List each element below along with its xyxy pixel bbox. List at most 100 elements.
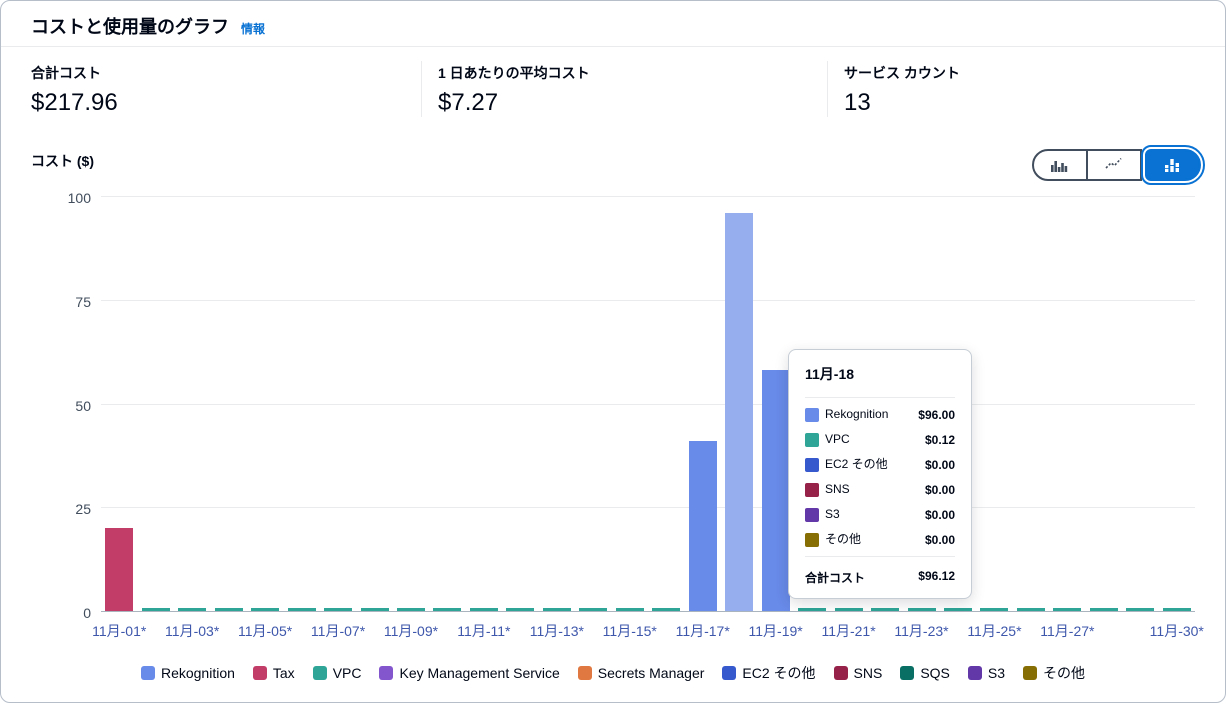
tooltip-divider <box>805 556 955 557</box>
baseline-bar-vpc <box>469 608 498 611</box>
x-axis-tick-label: 11月-07* <box>310 623 366 639</box>
baseline-bar-vpc <box>396 608 425 611</box>
stat-value: $7.27 <box>438 89 499 116</box>
tooltip-series-label: その他 <box>825 532 862 546</box>
legend-color-chip <box>722 666 737 680</box>
baseline-bar-vpc <box>615 608 644 611</box>
tooltip-series-label: Rekognition <box>825 407 889 421</box>
legend-item[interactable]: VPC <box>312 663 362 683</box>
baseline-bar-vpc <box>360 608 389 611</box>
x-axis-tick-label: 11月-13* <box>529 623 584 639</box>
series-color-chip <box>805 483 819 497</box>
chart-tooltip: 11月-18 Rekognition $96.00 VPC $0.12 EC2 その他 $… <box>788 349 972 599</box>
legend-item[interactable]: その他 <box>1023 663 1085 683</box>
grouped-bar-chart-button[interactable] <box>1032 149 1088 181</box>
stat-service-count: サービス カウント 13 <box>827 61 1195 117</box>
legend-color-chip <box>312 666 327 680</box>
tooltip-total-row: 合計コスト $96.12 <box>805 561 955 586</box>
chart-bar-tax[interactable] <box>105 528 134 611</box>
chart-type-toggle <box>1032 145 1205 185</box>
tooltip-row: VPC $0.12 <box>805 427 955 452</box>
tooltip-total-value: $96.12 <box>918 569 955 583</box>
legend-label: VPC <box>332 665 362 681</box>
x-axis-tick-label: 11月-30* <box>1149 623 1204 639</box>
legend-item[interactable]: Tax <box>252 663 295 683</box>
baseline-bar-vpc <box>1089 608 1118 611</box>
legend-color-chip <box>900 666 915 680</box>
gridline <box>101 299 1195 301</box>
legend-item[interactable]: Rekognition <box>140 663 235 683</box>
chart-legend: Rekognition Tax VPC Key Management Service S… <box>31 663 1195 683</box>
series-color-chip <box>805 433 819 447</box>
tooltip-row: S3 $0.00 <box>805 502 955 527</box>
stat-total-cost: 合計コスト $217.96 <box>31 61 421 117</box>
legend-color-chip <box>140 666 155 680</box>
series-color-chip <box>805 408 819 422</box>
baseline-bar-vpc <box>652 608 681 611</box>
tooltip-row: その他 $0.00 <box>805 527 955 552</box>
tooltip-series-value: $0.00 <box>924 482 955 497</box>
legend-label: Rekognition <box>160 665 235 681</box>
x-axis-tick-label: 11月-27* <box>1040 623 1095 639</box>
tooltip-series-label: EC2 その他 <box>825 457 888 471</box>
legend-color-chip <box>967 666 982 680</box>
chart-bar-rekognition[interactable] <box>761 370 790 611</box>
y-axis-tick-label: 25 <box>75 501 91 518</box>
baseline-bar-vpc <box>287 608 316 611</box>
baseline-bar-vpc <box>178 608 207 611</box>
baseline-bar-vpc <box>324 608 353 611</box>
legend-label: Tax <box>272 665 295 681</box>
gridline <box>101 611 1195 612</box>
x-axis-tick-label: 11月-23* <box>894 623 949 639</box>
stat-label: 1 日あたりの平均コスト <box>438 65 590 81</box>
legend-item[interactable]: Key Management Service <box>379 663 560 683</box>
y-axis-tick-label: 50 <box>75 397 91 414</box>
x-axis-tick-label: 11月-01* <box>92 623 147 639</box>
legend-item[interactable]: SQS <box>900 663 950 683</box>
y-axis-title: コスト ($) <box>31 153 94 169</box>
y-axis-tick-label: 100 <box>67 190 91 206</box>
y-axis-tick-label: 0 <box>83 605 91 621</box>
legend-item[interactable]: S3 <box>967 663 1006 683</box>
baseline-bar-vpc <box>141 608 170 611</box>
x-axis-tick-label: 11月-17* <box>675 623 730 639</box>
x-axis-tick-label: 11月-11* <box>457 623 511 639</box>
legend-color-chip <box>379 666 394 680</box>
stacked-bar-chart-button[interactable] <box>1141 145 1205 185</box>
tooltip-rows: Rekognition $96.00 VPC $0.12 EC2 その他 $0.00 SNS… <box>805 402 955 552</box>
grouped-bar-chart-icon <box>1051 156 1069 175</box>
baseline-bar-vpc <box>871 608 900 611</box>
series-color-chip <box>805 508 819 522</box>
tooltip-series-label: VPC <box>825 432 850 446</box>
chart-bar-rekognition[interactable] <box>688 440 717 611</box>
baseline-bar-vpc <box>251 608 280 611</box>
info-link[interactable]: 情報 <box>241 22 266 36</box>
stat-value: 13 <box>844 89 871 116</box>
baseline-bar-vpc <box>214 608 243 611</box>
stat-label: サービス カウント <box>844 65 960 81</box>
baseline-bar-vpc <box>579 608 608 611</box>
legend-label: S3 <box>987 665 1006 681</box>
baseline-bar-vpc <box>1126 608 1155 611</box>
legend-color-chip <box>577 666 592 680</box>
tooltip-row: SNS $0.00 <box>805 477 955 502</box>
baseline-bar-vpc <box>980 608 1009 611</box>
tooltip-title: 11月-18 <box>805 366 855 382</box>
line-chart-button[interactable] <box>1086 149 1142 181</box>
legend-item[interactable]: Secrets Manager <box>577 663 705 683</box>
baseline-bar-vpc <box>542 608 571 611</box>
legend-label: SQS <box>920 665 950 681</box>
legend-color-chip <box>1023 666 1038 680</box>
y-axis-tick-label: 75 <box>75 293 91 310</box>
chart-bar-rekognition[interactable] <box>725 212 754 611</box>
legend-label: その他 <box>1043 665 1086 681</box>
legend-item[interactable]: SNS <box>833 663 883 683</box>
legend-label: Secrets Manager <box>597 665 705 681</box>
plot-area: 0 25 50 75 100 11月-01* 11月-03* 11月-05* 11月-07* 11… <box>68 190 1204 639</box>
legend-label: SNS <box>853 665 883 681</box>
series-color-chip <box>805 533 819 547</box>
legend-item[interactable]: EC2 その他 <box>722 663 816 683</box>
card-header: コストと使用量のグラフ 情報 <box>31 13 265 39</box>
baseline-bar-vpc <box>798 608 827 611</box>
